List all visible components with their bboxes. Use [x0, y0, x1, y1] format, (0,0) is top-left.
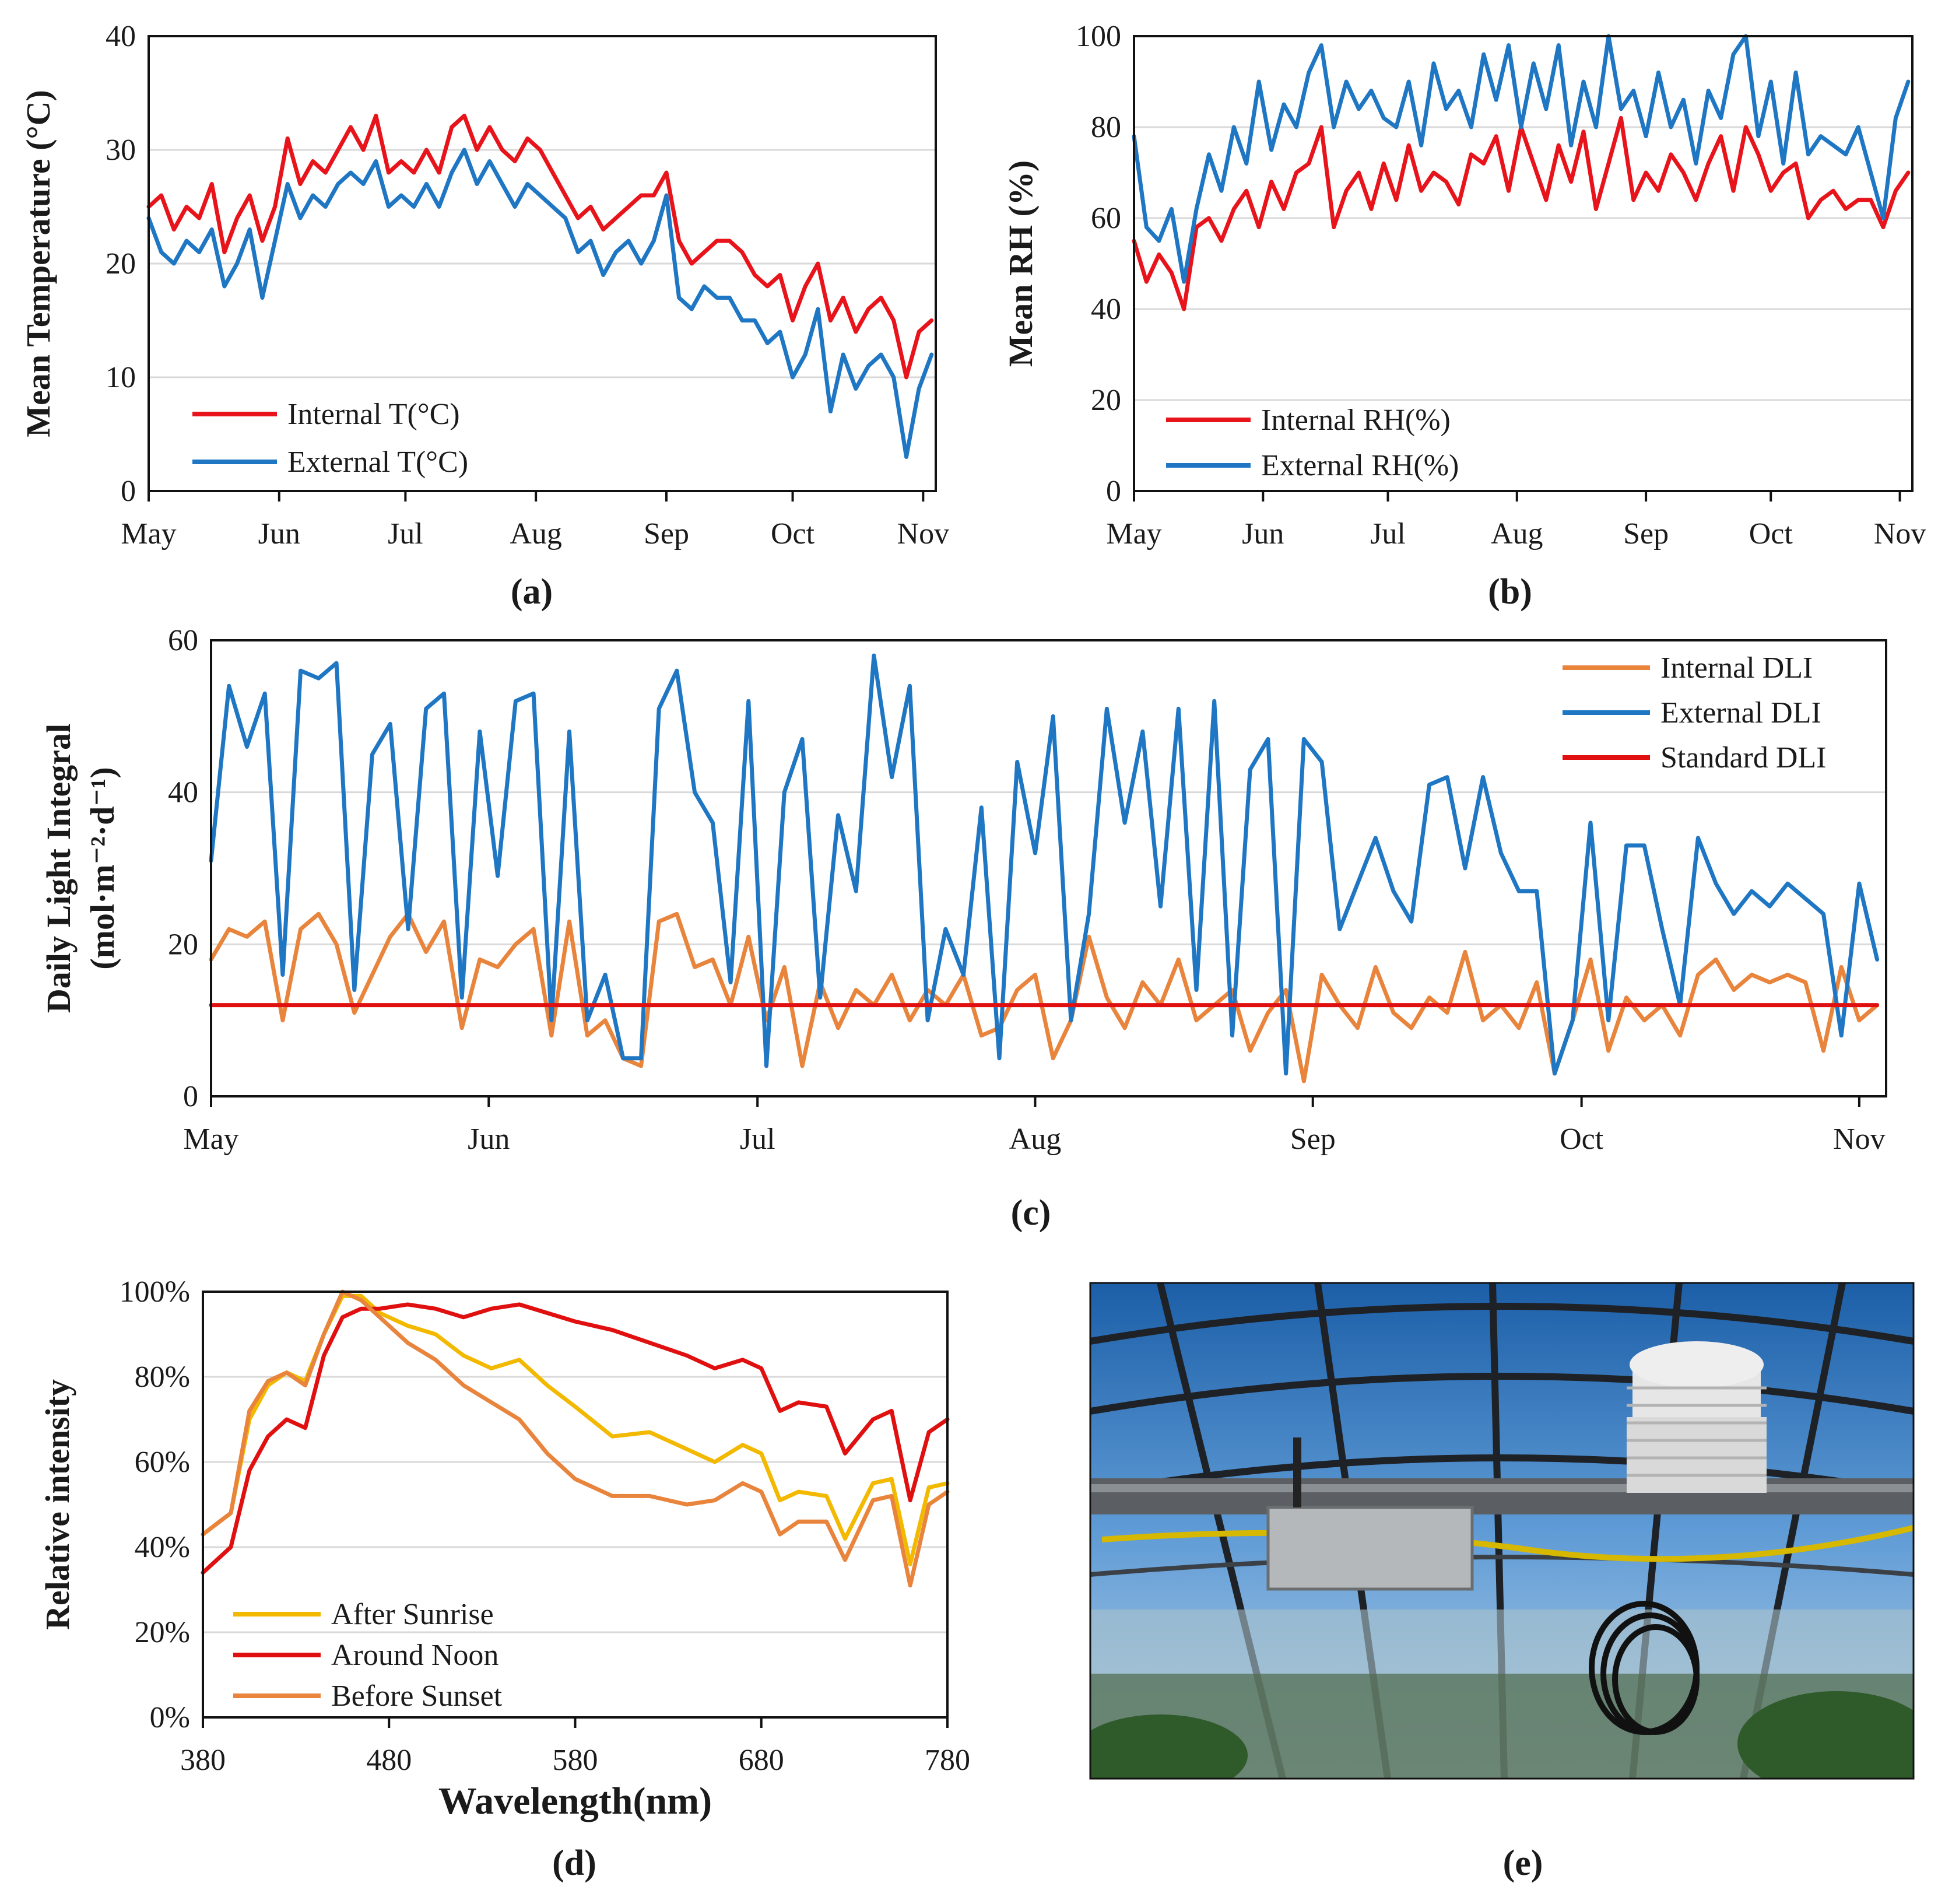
- y-axis-label: Daily Light Integral: [40, 724, 78, 1013]
- y-tick-label: 0: [1106, 475, 1121, 508]
- x-tick-label: Jun: [468, 1123, 510, 1156]
- series-line-before-sunset: [201, 1289, 950, 1588]
- legend-label: After Sunrise: [331, 1598, 494, 1631]
- legend-label: Around Noon: [331, 1639, 498, 1672]
- series-line-external-t-c: [146, 148, 934, 459]
- y-tick-label: 20%: [135, 1616, 190, 1649]
- horizontal-pipe: [1090, 1478, 1914, 1514]
- panel-label-a: (a): [511, 572, 553, 612]
- y-tick-label: 100%: [120, 1275, 190, 1309]
- y-tick-label: 40%: [135, 1531, 190, 1564]
- plot-frame: [202, 1291, 949, 1719]
- y-axis-label: Relative intensity: [38, 1379, 76, 1630]
- y-tick-label: 0%: [150, 1701, 190, 1734]
- coiled-cable: [1589, 1601, 1700, 1735]
- x-tick-label: 780: [925, 1744, 970, 1777]
- legend-label: External T(°C): [287, 446, 468, 479]
- legend-label: External RH(%): [1261, 449, 1459, 482]
- series-line-external-rh: [1132, 34, 1911, 284]
- chart-d-spectrum: 0% 20% 40% 60% 80% 100% 380 480 580 680 780 After S…: [38, 1275, 970, 1883]
- series-line-external-dli: [209, 653, 1880, 1076]
- y-tick-label: 100: [1076, 20, 1121, 53]
- y-axis-label: Mean RH (%): [1002, 160, 1040, 367]
- y-tick-label: 10: [106, 361, 136, 394]
- panel-label-c: (c): [1011, 1193, 1051, 1233]
- series-line-around-noon: [201, 1302, 950, 1575]
- x-tick-label: Aug: [1491, 517, 1543, 550]
- x-tick-label: 480: [366, 1744, 412, 1777]
- x-tick-label: Nov: [1833, 1123, 1886, 1156]
- y-tick-label: 0: [121, 475, 136, 508]
- x-tick-label: Sep: [1623, 517, 1669, 550]
- y-tick-label: 30: [106, 134, 136, 167]
- y-tick-label: 40: [106, 20, 136, 53]
- chart-c-daily-light-integral: 0 20 40 60 May Jun Jul Aug Sep Oct Nov Internal DLI…: [40, 624, 1887, 1233]
- x-tick-label: Jul: [388, 517, 423, 550]
- legend-label: External DLI: [1660, 696, 1821, 730]
- yellow-cable: [1101, 1525, 1914, 1562]
- x-tick-label: Sep: [1290, 1123, 1336, 1156]
- greenhouse-sensor-photo: (e): [1089, 1282, 1915, 1883]
- plot-frame: [148, 35, 937, 492]
- x-tick-label: Oct: [771, 517, 815, 550]
- y-tick-label: 80: [1091, 111, 1121, 144]
- y-tick-label: 60: [1091, 202, 1121, 235]
- x-tick-label: May: [121, 517, 176, 550]
- x-tick-label: Jun: [1242, 517, 1284, 550]
- x-tick-label: Nov: [1874, 517, 1926, 550]
- plot-frame: [1133, 35, 1914, 492]
- x-tick-label: Sep: [644, 517, 689, 550]
- y-tick-label: 20: [1091, 384, 1121, 417]
- legend-label: Internal RH(%): [1261, 404, 1451, 437]
- y-tick-label: 0: [183, 1080, 198, 1113]
- panel-label-b: (b): [1488, 572, 1532, 612]
- series-line-internal-t-c: [146, 114, 934, 380]
- x-tick-label: Jul: [740, 1123, 775, 1156]
- x-tick-label: Nov: [897, 517, 950, 550]
- x-tick-label: 580: [553, 1744, 598, 1777]
- y-tick-label: 60: [168, 624, 198, 657]
- y-axis-label: Mean Temperature (°C): [19, 90, 57, 437]
- legend-label: Before Sunset: [331, 1679, 503, 1713]
- x-tick-label: 680: [739, 1744, 784, 1777]
- y-tick-label: 20: [106, 247, 136, 280]
- y-tick-label: 80%: [135, 1360, 190, 1394]
- x-tick-label: May: [183, 1123, 238, 1156]
- y-tick-label: 20: [168, 928, 198, 961]
- x-tick-label: Jun: [258, 517, 300, 550]
- y-tick-label: 40: [1091, 293, 1121, 326]
- legend-label: Internal DLI: [1660, 651, 1813, 685]
- x-tick-label: Oct: [1560, 1123, 1604, 1156]
- y-axis-units: (mol·m⁻²·d⁻¹): [83, 767, 121, 969]
- x-tick-label: May: [1106, 517, 1161, 550]
- panel-label-d: (d): [552, 1843, 596, 1883]
- x-tick-label: Jul: [1370, 517, 1406, 550]
- plot-frame: [210, 639, 1887, 1097]
- x-axis-label: Wavelength(nm): [438, 1780, 712, 1822]
- y-tick-label: 60%: [135, 1446, 190, 1479]
- legend-label: Internal T(°C): [287, 398, 460, 431]
- panel-label-e: (e): [1503, 1843, 1543, 1883]
- chart-a-temperature: 0 10 20 30 40 May Jun Jul Aug Sep Oct Nov Internal T…: [19, 20, 949, 612]
- chart-b-humidity: 0 20 40 60 80 100 May Jun Jul Aug Sep Oct Nov Interna…: [1002, 20, 1926, 612]
- x-tick-label: 380: [180, 1744, 226, 1777]
- legend-label: Standard DLI: [1660, 741, 1826, 774]
- y-tick-label: 40: [168, 776, 198, 809]
- x-tick-label: Aug: [1009, 1123, 1062, 1156]
- radiation-shield-sensor: [1627, 1341, 1767, 1493]
- x-tick-label: Oct: [1749, 517, 1793, 550]
- logger-box: [1266, 1506, 1474, 1591]
- x-tick-label: Aug: [510, 517, 562, 550]
